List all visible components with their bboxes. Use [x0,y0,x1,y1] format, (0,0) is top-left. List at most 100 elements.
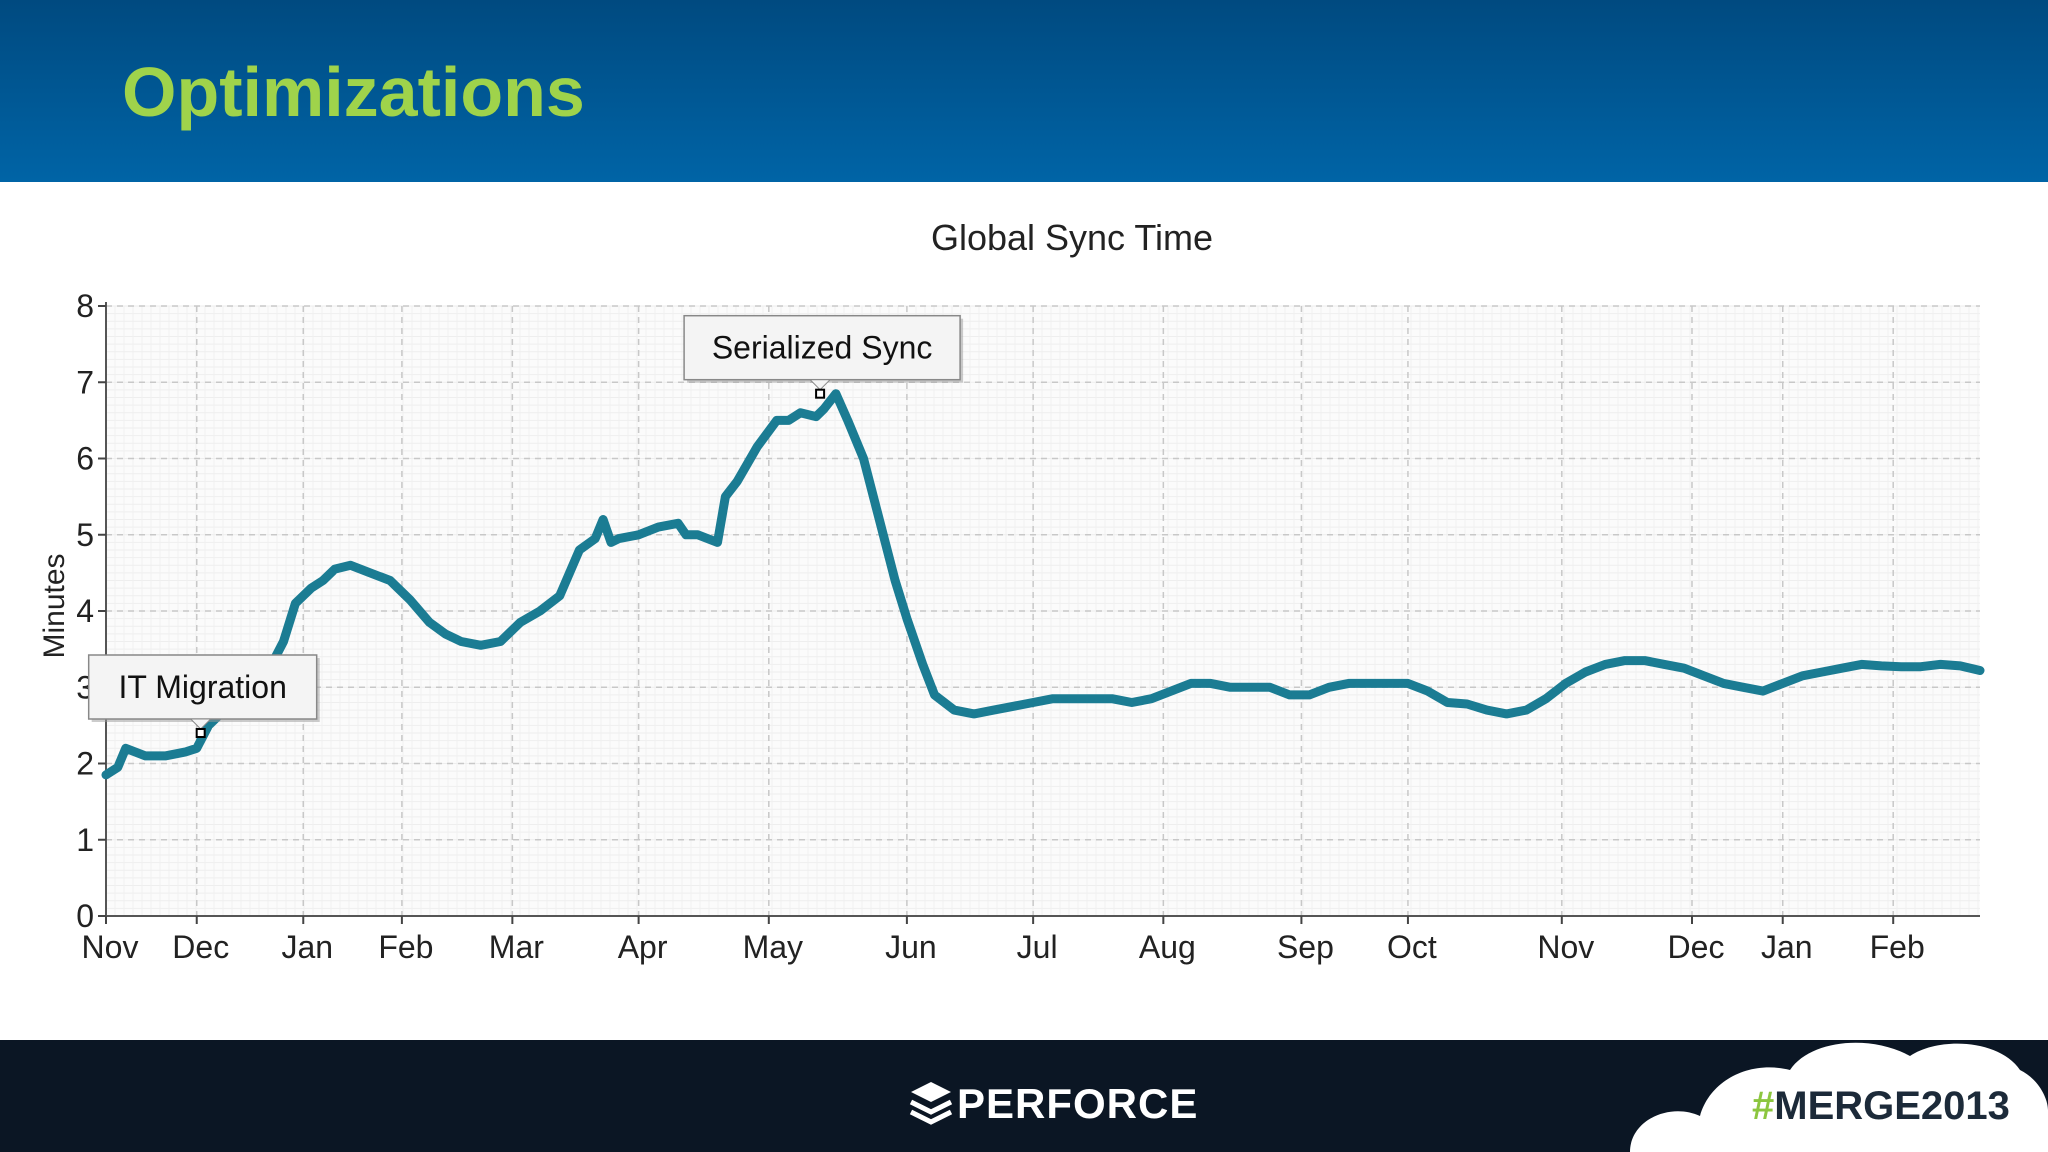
x-tick-label: Oct [1387,929,1437,965]
data-point [593,536,598,541]
data-point [1267,685,1272,690]
data-point [1346,681,1351,686]
data-point [735,479,740,484]
data-point [1031,700,1036,705]
data-point [932,692,937,697]
data-point [1603,662,1608,667]
annotation-marker [195,728,206,738]
data-point [1484,708,1489,713]
data-point [656,525,661,530]
perforce-logo: PERFORCE [905,1078,1198,1130]
x-tick-label: Apr [618,929,668,965]
annotation-pointer [189,718,212,730]
y-tick-label: 5 [76,517,94,553]
data-point [1583,670,1588,674]
data-point [786,418,791,423]
data-point [1248,685,1253,690]
annotation: Serialized Sync [683,314,964,399]
x-tick-label: Feb [378,929,433,965]
data-point [893,578,898,583]
data-point [861,456,866,461]
data-point [498,639,503,644]
data-point [1169,689,1174,694]
y-axis-label: Minutes [38,553,71,658]
data-point [1958,663,1963,668]
hashtag-symbol: # [1752,1084,1775,1128]
data-point [904,616,909,621]
data-point [636,532,641,537]
data-point [206,723,211,728]
x-tick-label: Jan [1761,929,1813,965]
data-point [1307,692,1312,697]
data-point [1721,681,1726,686]
data-point [798,410,803,415]
data-point [608,540,613,545]
data-point [1287,692,1292,697]
data-point [1859,662,1864,667]
data-point [1741,685,1746,690]
data-point [1839,666,1844,671]
data-point [104,772,108,777]
data-point [115,765,120,770]
y-tick-label: 7 [76,364,94,400]
hashtag: #MERGE2013 [1752,1084,2010,1129]
data-point [616,536,621,541]
data-point [971,711,976,716]
chart-title: Global Sync Time [931,217,1213,258]
data-point [1701,673,1706,678]
data-point [814,414,819,419]
x-tick-label: Aug [1139,929,1196,965]
data-point [1188,681,1193,686]
annotation-label: IT Migration [119,669,287,705]
data-point [1228,685,1233,690]
y-tick-label: 1 [76,822,94,858]
data-point [601,517,606,522]
x-tick-label: Jan [281,929,333,965]
data-point [143,753,148,758]
data-point [1820,670,1825,674]
x-tick-label: Mar [489,929,544,965]
data-point [427,620,432,625]
data-point [1405,681,1410,686]
grid [105,305,1980,917]
x-tick-label: Sep [1277,929,1334,965]
annotations: IT Migration Serialized Sync [87,314,964,738]
data-point [1090,696,1095,701]
data-point [695,532,700,537]
data-point [1425,689,1430,694]
data-point [1504,711,1509,716]
data-point [1050,696,1055,701]
data-point [557,593,562,598]
cloud-shape [1630,1042,2048,1152]
data-point [1879,663,1884,668]
y-tick-label: 0 [76,898,94,934]
data-point [194,746,199,751]
data-point [407,597,412,602]
data-point [1110,696,1115,701]
data-point [1129,700,1134,705]
data-point [833,391,838,396]
data-point [1465,702,1470,707]
annotation-pointer [808,379,832,391]
footer-bar: PERFORCE #MERGE2013 [0,1040,2048,1152]
data-point [577,548,582,552]
hashtag-text: MERGE2013 [1774,1084,2010,1128]
data-point [1682,666,1687,671]
data-point [163,753,168,758]
data-point [478,643,483,648]
data-point [537,609,542,613]
data-point [920,662,925,667]
x-tick-label: Jul [1017,929,1058,965]
data-point [754,445,759,450]
data-point [1386,681,1391,686]
annotation-box [683,314,961,381]
data-point [281,639,286,644]
x-tick-label: Nov [82,929,139,965]
y-tick-label: 6 [76,441,94,477]
data-point [1563,681,1568,686]
data-point [1800,673,1805,678]
annotation-label: Serialized Sync [712,330,933,366]
data-point [1327,685,1332,690]
